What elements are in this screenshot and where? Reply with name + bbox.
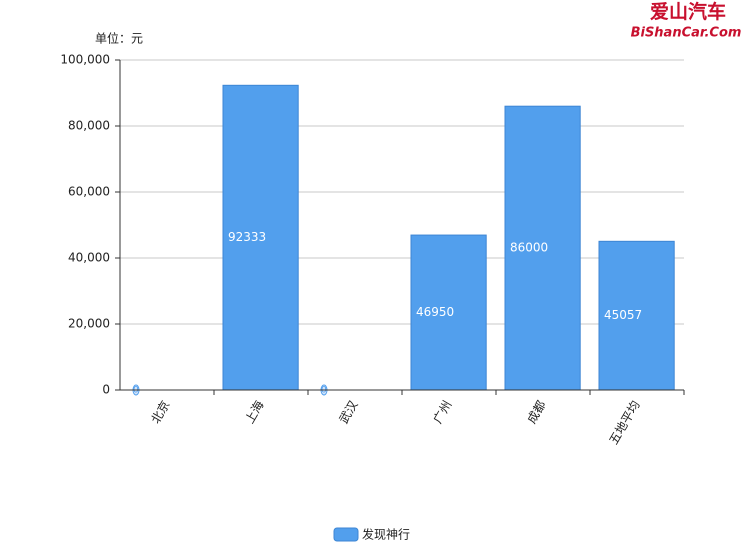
y-tick-label: 20,000 [68, 317, 110, 331]
x-tick-label: 成都 [524, 398, 548, 426]
bar [598, 240, 675, 391]
y-tick-label: 80,000 [68, 119, 110, 133]
bar [222, 84, 299, 391]
data-label: 86000 [510, 241, 548, 255]
x-tick-label: 武汉 [336, 398, 360, 426]
bar [504, 105, 581, 391]
y-tick-label: 40,000 [68, 251, 110, 265]
x-tick-label: 五地平均 [606, 398, 642, 447]
watermark-url: BiShanCar.Com [631, 26, 742, 41]
bar [410, 234, 487, 391]
legend-swatch [333, 527, 359, 542]
y-tick-label: 0 [102, 383, 110, 397]
data-label: 92333 [228, 230, 266, 244]
y-axis-label: 单位：元 [95, 31, 143, 46]
data-label: 45057 [604, 308, 642, 322]
legend-label: 发现神行 [362, 527, 410, 542]
y-tick-label: 60,000 [68, 185, 110, 199]
y-tick-label: 100,000 [60, 53, 110, 67]
x-tick-label: 上海 [242, 398, 267, 426]
x-tick-label: 广州 [430, 398, 454, 426]
x-tick-label: 北京 [148, 398, 172, 426]
watermark-title: 爱山汽车 [650, 0, 726, 23]
data-label: 46950 [416, 305, 454, 319]
